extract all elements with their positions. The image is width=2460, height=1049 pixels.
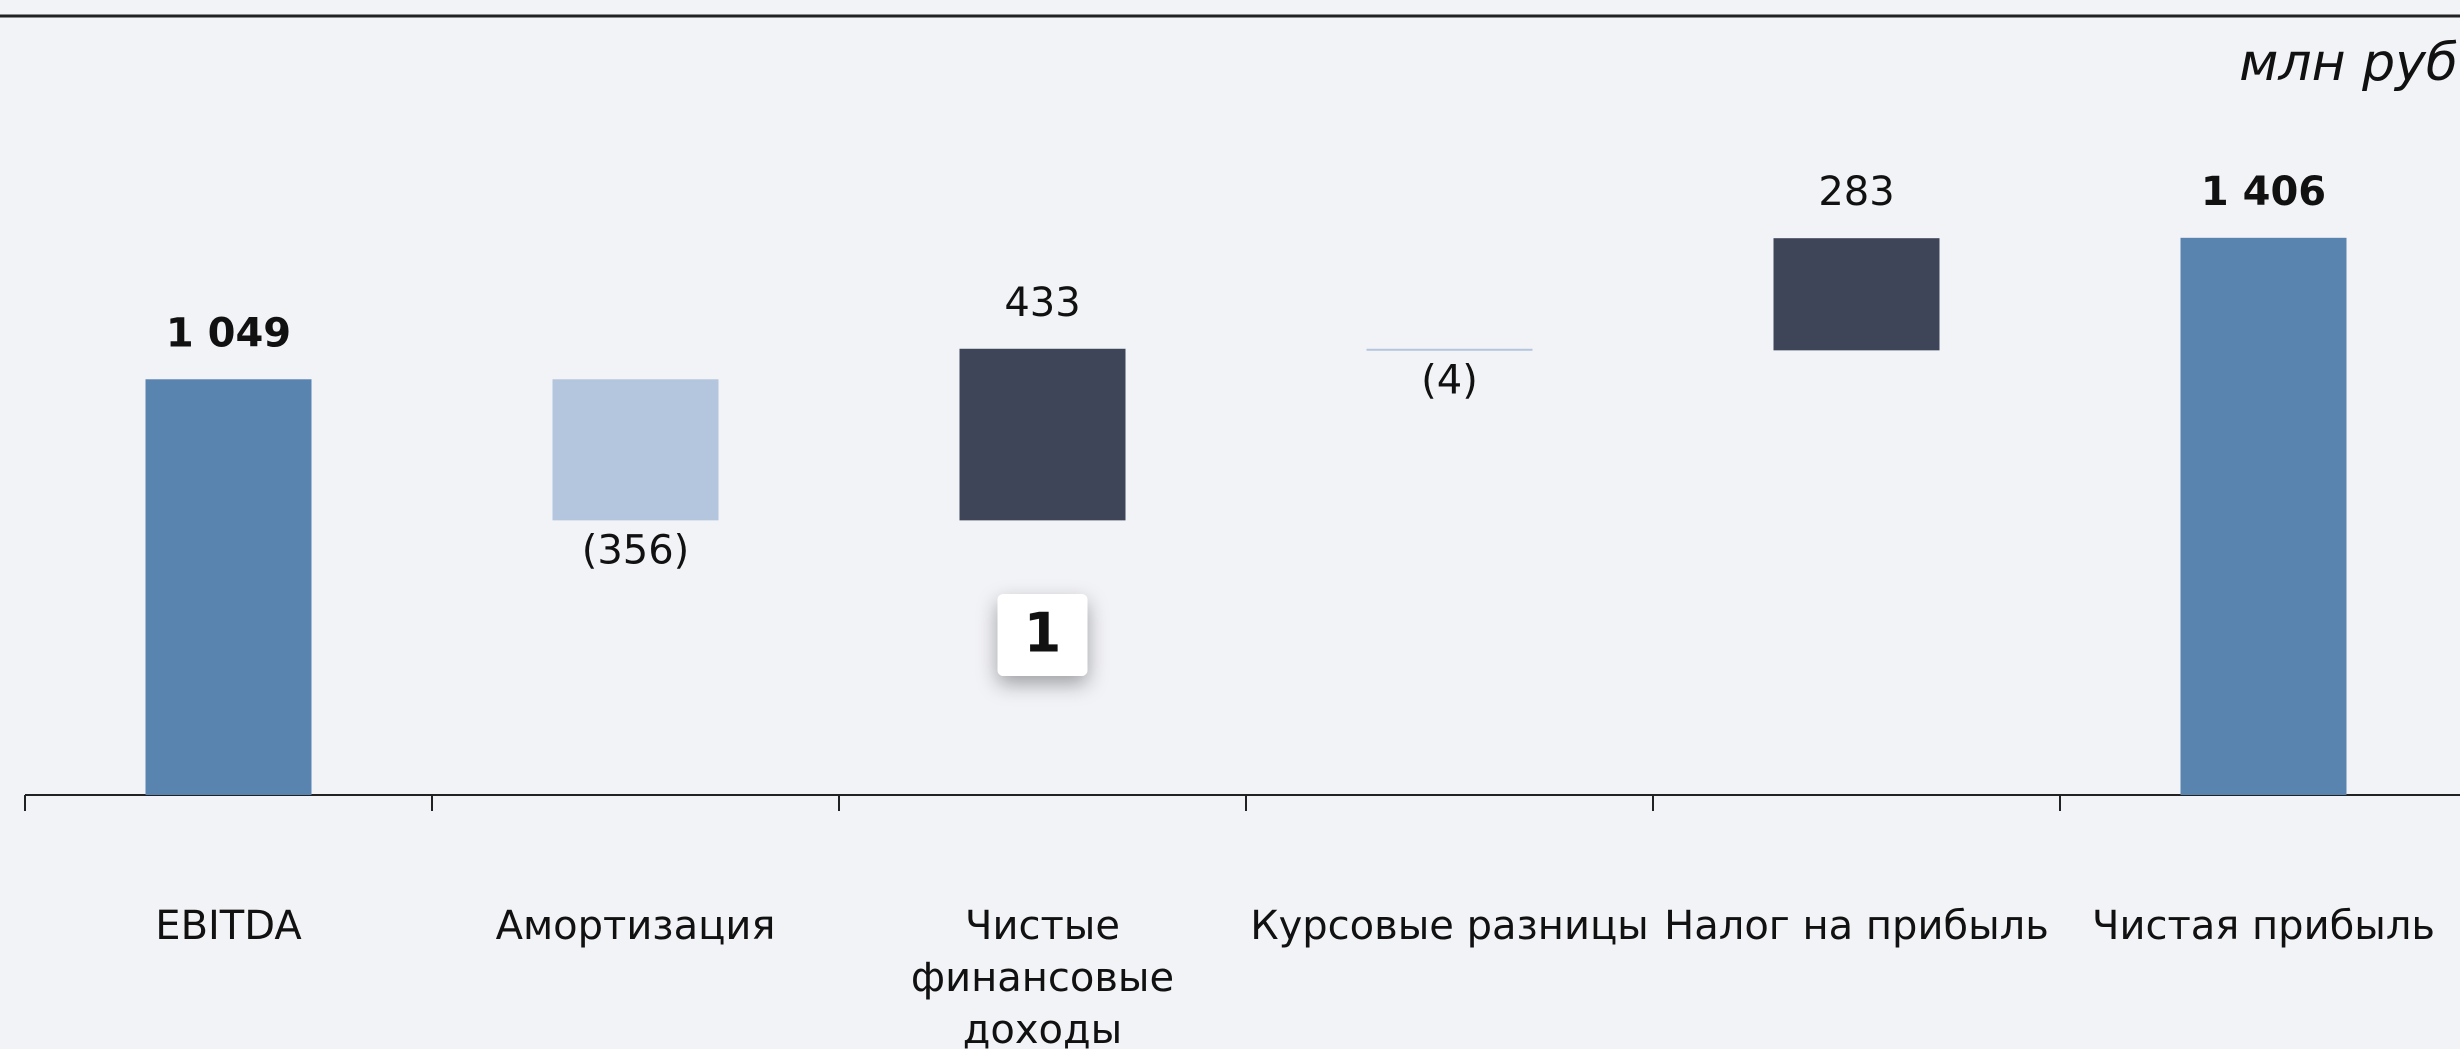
badge bbox=[997, 594, 1088, 676]
subtitle: млн руб bbox=[2239, 33, 2458, 93]
x-tick-label: EBITDA bbox=[155, 903, 302, 949]
badge-text: 1 bbox=[1024, 602, 1062, 665]
x-tick-label: Курсовые разницы bbox=[1250, 903, 1649, 949]
bar bbox=[959, 348, 1126, 521]
bar bbox=[2180, 237, 2347, 796]
x-tick-label: Налог на прибыль bbox=[1664, 903, 2049, 949]
value-label: 283 bbox=[1818, 169, 1894, 215]
value-label: 433 bbox=[1004, 280, 1080, 326]
bar bbox=[145, 379, 312, 795]
bar bbox=[552, 379, 719, 521]
bar bbox=[1366, 348, 1533, 351]
value-label: 1 049 bbox=[166, 310, 291, 356]
value-label: 1 406 bbox=[2201, 169, 2326, 215]
x-tick-label: Амортизация bbox=[495, 903, 776, 949]
bar bbox=[1773, 238, 1940, 351]
x-tick-label: Чистые финансовые доходы bbox=[910, 903, 1175, 1049]
x-tick-label: Чистая прибыль bbox=[2092, 903, 2435, 949]
value-label: (4) bbox=[1421, 357, 1478, 403]
value-label: (356) bbox=[582, 527, 690, 573]
